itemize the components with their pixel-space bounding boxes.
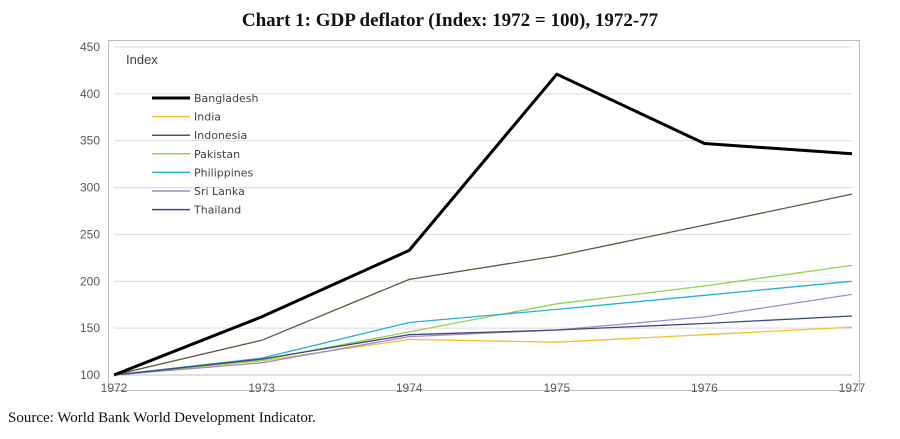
series-line-philippines	[113, 280, 853, 376]
y-axis-label: Index	[126, 52, 158, 67]
y-tick-label: 350	[80, 134, 100, 148]
legend-label-sri-lanka: Sri Lanka	[194, 185, 245, 198]
y-tick-label: 300	[80, 181, 100, 195]
legend-label-philippines: Philippines	[194, 166, 254, 179]
y-tick-label: 400	[80, 87, 100, 101]
x-tick-label: 1973	[248, 381, 275, 395]
chart-frame	[108, 40, 860, 391]
source-note: Source: World Bank World Development Ind…	[8, 410, 316, 426]
legend-label-india: India	[194, 111, 221, 124]
y-tick-label: 200	[80, 274, 100, 288]
series-line-sri-lanka	[113, 293, 853, 376]
x-tick-label: 1972	[101, 381, 128, 395]
series-line-thailand	[113, 315, 853, 376]
y-tick-label: 100	[80, 368, 100, 382]
x-tick-label: 1976	[691, 381, 718, 395]
series-line-indonesia	[113, 193, 853, 376]
series-line-bangladesh	[113, 72, 853, 377]
legend-label-pakistan: Pakistan	[194, 148, 240, 161]
series-line-pakistan	[113, 264, 853, 376]
series-line-india	[113, 326, 853, 376]
chart-title: Chart 1: GDP deflator (Index: 1972 = 100…	[241, 10, 659, 31]
legend-label-bangladesh: Bangladesh	[194, 92, 259, 105]
y-tick-label: 450	[80, 40, 100, 54]
y-tick-label: 250	[80, 227, 100, 241]
legend-label-indonesia: Indonesia	[194, 129, 247, 142]
legend-label-thailand: Thailand	[193, 204, 241, 217]
x-tick-label: 1975	[543, 381, 570, 395]
x-tick-label: 1977	[839, 381, 866, 395]
x-tick-label: 1974	[396, 381, 423, 395]
y-tick-label: 150	[80, 321, 100, 335]
